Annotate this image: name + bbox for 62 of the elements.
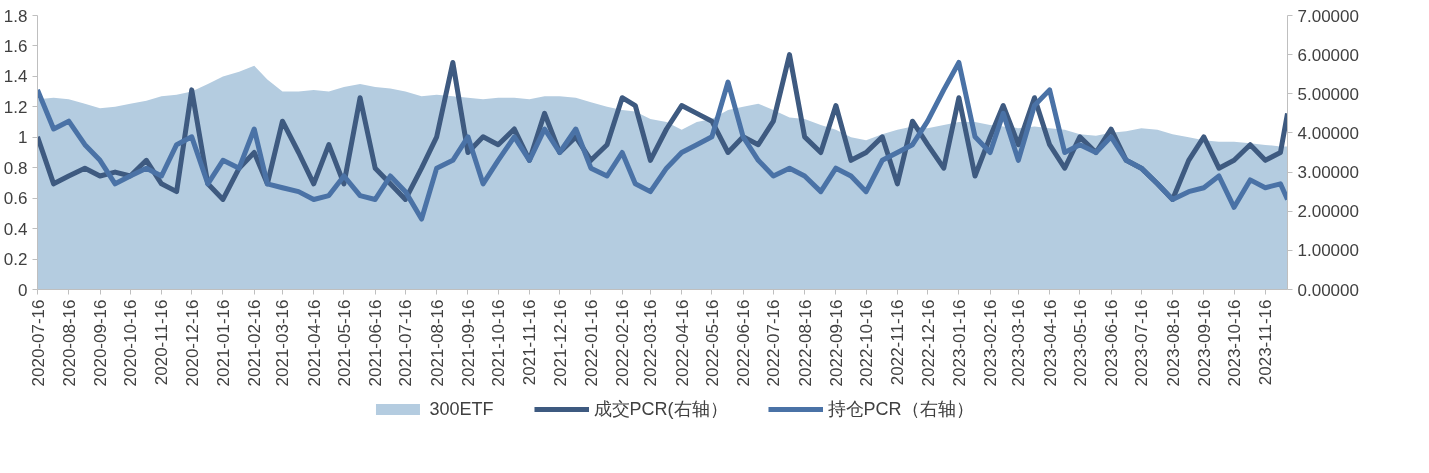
x-tick-label: 2021-07-16: [396, 299, 416, 387]
x-tick-label: 2023-02-16: [981, 299, 1001, 387]
x-tick-label: 2022-10-16: [857, 299, 877, 387]
x-tick-label: 2020-10-16: [121, 299, 141, 387]
y2-tick-label: 7.00000: [1297, 6, 1359, 26]
x-tick-label: 2021-02-16: [245, 299, 265, 387]
x-tick-label: 2022-07-16: [764, 299, 784, 387]
x-tick-label: 2023-10-16: [1225, 299, 1245, 387]
x-tick-label: 2021-01-16: [213, 299, 233, 387]
x-tick-label: 2022-08-16: [795, 299, 815, 387]
y-tick-label: 0.2: [3, 250, 28, 270]
legend-label: 成交PCR(右轴）: [593, 398, 728, 421]
x-tick-label: 2023-04-16: [1040, 299, 1060, 387]
x-tick-label: 2023-03-16: [1009, 299, 1029, 387]
x-tick-label: 2023-05-16: [1070, 299, 1090, 387]
x-tick-label: 2021-12-16: [550, 299, 570, 387]
x-tick-label: 2023-06-16: [1102, 299, 1122, 387]
x-tick-label: 2020-12-16: [182, 299, 202, 387]
x-tick-label: 2023-11-16: [1256, 299, 1276, 386]
x-tick-label: 2021-04-16: [304, 299, 324, 387]
x-tick-label: 2023-09-16: [1194, 299, 1214, 387]
x-tick-label: 2020-07-16: [28, 299, 48, 387]
y2-tick-label: 3.00000: [1297, 163, 1359, 183]
x-tick-label: 2021-06-16: [366, 299, 386, 387]
y2-tick-label: 5.00000: [1297, 84, 1359, 104]
x-tick-label: 2020-11-16: [152, 299, 172, 386]
x-tick-label: 2022-04-16: [672, 299, 692, 387]
y-tick-label: 1.6: [3, 36, 28, 56]
y-tick-label: 0.8: [3, 158, 28, 178]
x-tick-label: 2022-01-16: [581, 299, 601, 387]
y2-tick-label: 0.00000: [1297, 280, 1359, 300]
y-tick-label: 0: [18, 280, 28, 300]
y-tick-label: 1.2: [3, 97, 28, 117]
x-tick-label: 2023-01-16: [949, 299, 969, 387]
x-tick-label: 2021-08-16: [427, 299, 447, 387]
y-tick-label: 1: [18, 128, 28, 148]
x-tick-label: 2022-12-16: [918, 299, 938, 387]
x-tick-label: 2020-08-16: [59, 299, 79, 387]
x-tick-label: 2021-09-16: [458, 299, 478, 387]
x-tick-label: 2022-09-16: [826, 299, 846, 387]
y-tick-label: 1.8: [3, 6, 28, 26]
x-tick-label: 2022-11-16: [888, 299, 908, 386]
y2-tick-label: 6.00000: [1297, 45, 1359, 65]
y2-tick-label: 2.00000: [1297, 202, 1359, 222]
x-tick-label: 2022-03-16: [641, 299, 661, 387]
x-tick-label: 2023-07-16: [1132, 299, 1152, 387]
y-tick-label: 0.6: [3, 189, 28, 209]
y-tick-label: 0.4: [3, 219, 28, 239]
y2-tick-label: 4.00000: [1297, 123, 1359, 143]
x-tick-label: 2021-10-16: [489, 299, 509, 387]
x-tick-label: 2023-08-16: [1163, 299, 1183, 387]
x-tick-label: 2022-02-16: [613, 299, 633, 387]
y-tick-label: 1.4: [3, 67, 28, 87]
x-tick-label: 2020-09-16: [91, 299, 110, 387]
legend-label: 300ETF: [429, 398, 494, 420]
x-tick-label: 2022-05-16: [702, 299, 722, 387]
x-tick-label: 2021-05-16: [334, 299, 354, 387]
legend-label: 持仓PCR（右轴）: [827, 398, 974, 421]
x-tick-label: 2021-03-16: [273, 299, 293, 387]
x-tick-label: 2022-06-16: [734, 299, 754, 387]
x-tick-label: 2021-11-16: [520, 299, 540, 386]
y2-tick-label: 1.00000: [1297, 241, 1359, 261]
